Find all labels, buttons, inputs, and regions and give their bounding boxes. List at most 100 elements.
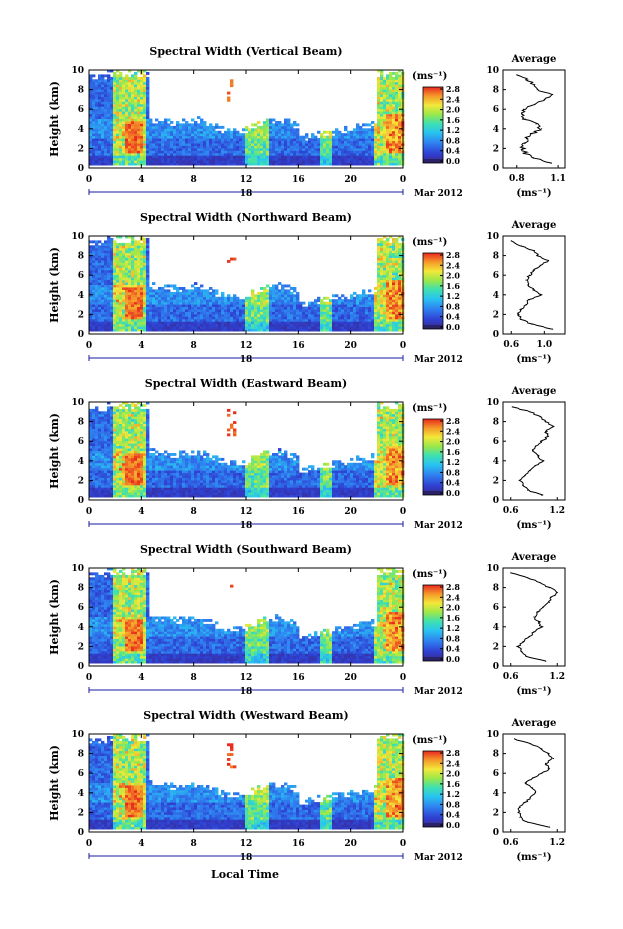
average-point [552,425,555,428]
average-point [548,587,551,589]
average-point [537,255,539,257]
average-point [556,591,558,594]
y-tick-label: 6 [78,437,84,447]
average-y-tick-label: 8 [493,418,499,428]
y-tick-label: 2 [78,642,84,652]
average-x-tick-label: 1.2 [549,672,565,682]
heatmap-cells [89,235,405,332]
average-point [525,782,527,784]
average-point [541,748,543,750]
y-tick-label: 8 [78,418,84,428]
average-point [528,636,531,638]
colorbar-tick-label: 0.0 [446,820,460,830]
colorbar-tick-label: 1.6 [446,281,460,291]
average-point [510,240,512,242]
panel-3: Spectral Width (Eastward Beam)0 4 8 12 16 20 0… [48,377,566,531]
average-point [533,289,536,291]
average-point [538,621,540,623]
average-point [541,494,543,496]
average-point [539,416,541,418]
average-point [529,743,531,745]
average-point [525,655,527,657]
y-tick-label: 4 [78,623,84,633]
x-tick-label: 16 [292,341,305,351]
colorbar-tick-label: 2.4 [446,94,460,104]
colorbar-tick-label: 2.0 [446,105,460,115]
panel-2: Spectral Width (Northward Beam)0 4 8 12 16 20… [48,211,566,365]
average-point [531,133,533,135]
x-tick-label: 20 [344,839,357,849]
average-point [533,631,535,633]
colorbar-cap [423,325,443,329]
average-y-tick-label: 4 [493,789,499,799]
average-point [542,606,544,608]
average-line [516,74,553,164]
colorbar-tick-label: 2.0 [446,603,460,613]
colorbar-tick-label: 2.0 [446,271,460,281]
average-point [525,279,527,281]
average-y-tick-label: 6 [493,437,499,447]
average-y-tick-label: 8 [493,584,499,594]
average-point [529,411,531,413]
average-y-tick-label: 2 [493,808,499,818]
average-y-tick-label: 2 [493,144,499,154]
average-point [552,93,554,96]
average-point [532,157,534,159]
average-point [531,777,534,779]
average-frame [502,567,566,667]
average-point [516,74,518,76]
average-point [521,113,523,115]
average-point [520,308,522,311]
average-x-label: (ms⁻¹) [516,852,551,863]
colorbar-tick-label: 2.0 [446,437,460,447]
y-tick-label: 0 [78,330,84,340]
heatmap-cells [89,733,405,830]
colorbar-tick-label: 2.8 [446,84,460,94]
average-point [548,826,551,828]
average-y-tick-label: 2 [493,310,499,320]
average-point [529,470,531,472]
average-y-tick-label: 10 [486,564,499,574]
average-point [547,435,549,437]
average-point [514,738,516,740]
x-tick-label: 4 [138,507,144,517]
y-tick-label: 10 [71,730,84,740]
colorbar-frame [422,86,444,164]
average-title: Average [511,54,557,65]
colorbar-unit: (ms⁻¹) [412,71,447,82]
x-tick-label: 16 [292,839,305,849]
average-line [510,572,558,662]
average-y-tick-label: 8 [493,750,499,760]
x-tick-label: 0 [86,839,92,849]
average-x-tick-label: 1.2 [549,838,565,848]
average-y-tick-label: 4 [493,457,499,467]
average-x-tick-label: 0.8 [509,174,525,184]
average-point [517,313,519,315]
xaxis-label: Local Time [211,868,279,881]
average-point [537,611,539,613]
colorbar-tick-label: 0.0 [446,488,460,498]
colorbar-tick-label: 2.4 [446,260,460,270]
average-frame [502,235,566,335]
average-point [520,318,522,320]
x-tick-label: 12 [240,341,253,351]
colorbar-tick-label: 2.4 [446,758,460,768]
y-tick-label: 2 [78,144,84,154]
colorbar [423,87,443,163]
y-tick-label: 8 [78,252,84,262]
average-y-tick-label: 0 [493,496,499,506]
colorbar-tick-label: 2.4 [446,592,460,602]
colorbar-tick-label: 0.8 [446,799,460,809]
panel-title: Spectral Width (Vertical Beam) [149,45,342,58]
average-point [531,323,533,325]
average-point [533,269,536,271]
colorbar-frame [422,750,444,828]
x-tick-label: 16 [292,175,305,185]
average-point [548,601,551,603]
average-point [543,98,545,100]
average-y-tick-label: 2 [493,642,499,652]
average-point [523,108,525,110]
y-tick-label: 0 [78,164,84,174]
colorbar-tick-label: 0.4 [446,644,460,654]
